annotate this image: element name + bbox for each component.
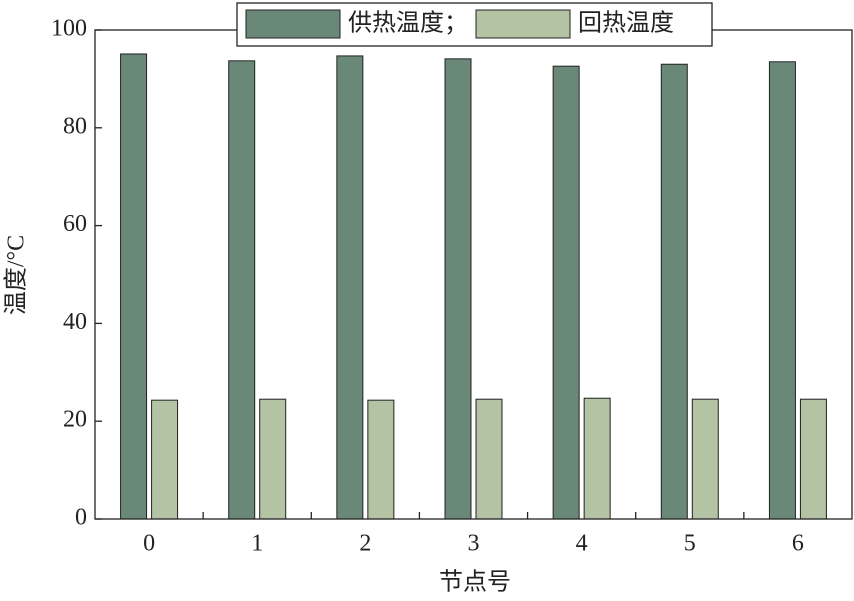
bar (552, 65, 580, 520)
y-tick-label: 60 (63, 211, 87, 237)
x-tick-label: 2 (359, 531, 371, 557)
bar (768, 61, 796, 520)
x-axis-label: 节点号 (439, 569, 511, 596)
y-axis-label: 温度/°C (3, 235, 30, 315)
bar (120, 53, 148, 520)
bar (583, 397, 611, 520)
x-tick-label: 3 (468, 531, 480, 557)
bar (151, 399, 179, 520)
plot-frame (94, 29, 853, 520)
bar (336, 55, 364, 520)
y-tick-label: 40 (63, 309, 87, 335)
x-tick-label: 0 (143, 531, 155, 557)
bar (660, 63, 688, 520)
x-tick-label: 4 (576, 531, 588, 557)
legend-swatch (245, 9, 341, 39)
y-tick-label: 80 (63, 113, 87, 139)
x-tick-label: 5 (684, 531, 696, 557)
bar (367, 399, 395, 520)
y-tick-label: 0 (75, 505, 87, 531)
bar (444, 58, 472, 520)
legend-label: 回热温度 (578, 10, 674, 37)
legend-label: 供热温度； (348, 10, 468, 37)
bar (228, 60, 256, 520)
x-tick-label: 6 (792, 531, 804, 557)
legend-swatch (475, 9, 571, 39)
bar (799, 398, 827, 520)
x-tick-label: 1 (251, 531, 263, 557)
y-tick-label: 20 (63, 407, 87, 433)
bar (475, 398, 503, 520)
y-tick-label: 100 (51, 16, 87, 42)
bar (259, 398, 287, 520)
bar (691, 398, 719, 520)
